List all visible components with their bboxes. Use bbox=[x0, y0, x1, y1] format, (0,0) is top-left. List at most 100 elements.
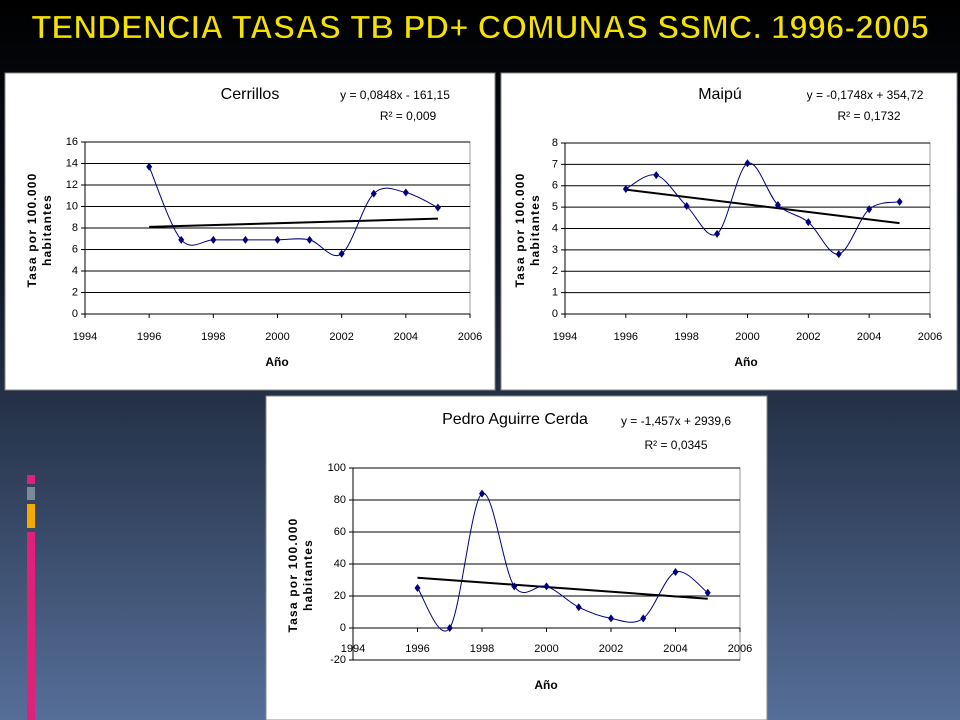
y-tick-label: 3 bbox=[552, 244, 558, 256]
data-point bbox=[210, 235, 217, 244]
data-point bbox=[714, 229, 721, 238]
x-tick-label: 1994 bbox=[341, 643, 365, 655]
data-point bbox=[146, 162, 153, 171]
data-point bbox=[672, 568, 679, 576]
y-tick-label: 0 bbox=[552, 308, 558, 320]
y-tick-label: 100 bbox=[328, 462, 346, 474]
x-tick-label: 1996 bbox=[405, 643, 429, 655]
data-point bbox=[178, 235, 185, 244]
x-tick-label: 2002 bbox=[599, 643, 623, 655]
y-tick-label: 80 bbox=[334, 494, 346, 506]
accent-bar bbox=[27, 504, 35, 528]
y-tick-label: 40 bbox=[334, 558, 346, 570]
data-point bbox=[683, 202, 690, 211]
trend-line bbox=[149, 217, 438, 228]
y-tick-label: 14 bbox=[66, 157, 78, 169]
data-point bbox=[414, 584, 421, 592]
accent-bar bbox=[27, 487, 35, 500]
x-tick-label: 2006 bbox=[458, 331, 482, 343]
data-point bbox=[434, 203, 441, 212]
x-tick-label: 1998 bbox=[674, 331, 698, 343]
x-tick-label: 1994 bbox=[553, 331, 577, 343]
data-point bbox=[744, 159, 751, 168]
data-point bbox=[446, 624, 453, 632]
data-point bbox=[242, 235, 249, 244]
data-point bbox=[306, 235, 313, 244]
y-axis-label: Tasa por 100.000 bbox=[513, 172, 527, 287]
y-axis-label: habitantes bbox=[528, 194, 542, 266]
x-tick-label: 2000 bbox=[265, 331, 289, 343]
trend-line bbox=[417, 576, 708, 600]
y-tick-label: 2 bbox=[72, 286, 78, 298]
data-point bbox=[608, 614, 614, 623]
y-tick-label: 1 bbox=[552, 287, 558, 299]
y-tick-label: 20 bbox=[334, 590, 346, 602]
data-line bbox=[625, 162, 900, 255]
y-tick-label: 0 bbox=[72, 308, 78, 320]
x-tick-label: 2002 bbox=[796, 331, 820, 343]
x-tick-label: 2004 bbox=[857, 331, 881, 343]
x-tick-label: 2006 bbox=[918, 331, 942, 343]
y-tick-label: 6 bbox=[552, 180, 558, 192]
data-point bbox=[511, 582, 518, 591]
data-point bbox=[575, 603, 582, 612]
x-tick-label: 2000 bbox=[735, 331, 759, 343]
x-tick-label: 2000 bbox=[534, 643, 558, 655]
data-point bbox=[805, 218, 812, 227]
y-tick-label: 16 bbox=[66, 136, 78, 148]
data-point bbox=[274, 235, 281, 244]
x-tick-label: 2006 bbox=[728, 643, 752, 655]
trend-equation: y = 0,0848x - 161,15 bbox=[340, 88, 450, 102]
data-point bbox=[543, 582, 550, 591]
r-squared: R² = 0,009 bbox=[380, 109, 437, 123]
accent-bar bbox=[27, 475, 35, 484]
y-tick-label: -20 bbox=[330, 654, 346, 666]
trend-line bbox=[625, 188, 900, 225]
x-axis-label: Año bbox=[534, 678, 557, 692]
slide-title: TENDENCIA TASAS TB PD+ COMUNAS SSMC. 199… bbox=[31, 9, 929, 46]
y-tick-label: 4 bbox=[552, 222, 558, 234]
x-tick-label: 1996 bbox=[137, 331, 161, 343]
data-point bbox=[653, 171, 660, 180]
x-axis-label: Año bbox=[265, 355, 288, 369]
data-point bbox=[338, 249, 345, 258]
x-tick-label: 1998 bbox=[470, 643, 494, 655]
r-squared: R² = 0,1732 bbox=[837, 109, 900, 123]
accent-bar bbox=[27, 532, 35, 720]
chart-title: Pedro Aguirre Cerda bbox=[442, 411, 588, 428]
x-tick-label: 2002 bbox=[329, 331, 353, 343]
trend-equation: y = -1,457x + 2939,6 bbox=[621, 414, 731, 428]
data-point bbox=[640, 614, 647, 623]
data-point bbox=[622, 184, 629, 193]
data-point bbox=[774, 200, 781, 209]
y-tick-label: 5 bbox=[552, 201, 558, 213]
x-axis-label: Año bbox=[734, 355, 757, 369]
chart-title: Cerrillos bbox=[221, 86, 280, 103]
data-point bbox=[370, 189, 377, 198]
data-point bbox=[479, 489, 485, 498]
y-tick-label: 4 bbox=[72, 265, 78, 277]
y-tick-label: 2 bbox=[552, 265, 558, 277]
y-tick-label: 60 bbox=[334, 526, 346, 538]
y-tick-label: 10 bbox=[66, 200, 78, 212]
y-tick-label: 12 bbox=[66, 179, 78, 191]
y-tick-label: 8 bbox=[72, 222, 78, 234]
data-point bbox=[866, 205, 873, 214]
data-point bbox=[704, 588, 711, 597]
trend-equation: y = -0,1748x + 354,72 bbox=[807, 88, 924, 102]
y-axis-label: habitantes bbox=[40, 194, 54, 266]
y-axis-label: habitantes bbox=[301, 539, 315, 611]
data-line bbox=[148, 166, 439, 257]
x-tick-label: 2004 bbox=[663, 643, 687, 655]
r-squared: R² = 0,0345 bbox=[644, 438, 707, 452]
y-tick-label: 0 bbox=[340, 622, 346, 634]
x-tick-label: 1998 bbox=[201, 331, 225, 343]
chart-title: Maipú bbox=[698, 86, 742, 103]
x-tick-label: 1996 bbox=[614, 331, 638, 343]
y-tick-label: 6 bbox=[72, 243, 78, 255]
y-tick-label: 7 bbox=[552, 158, 558, 170]
x-tick-label: 2004 bbox=[394, 331, 418, 343]
